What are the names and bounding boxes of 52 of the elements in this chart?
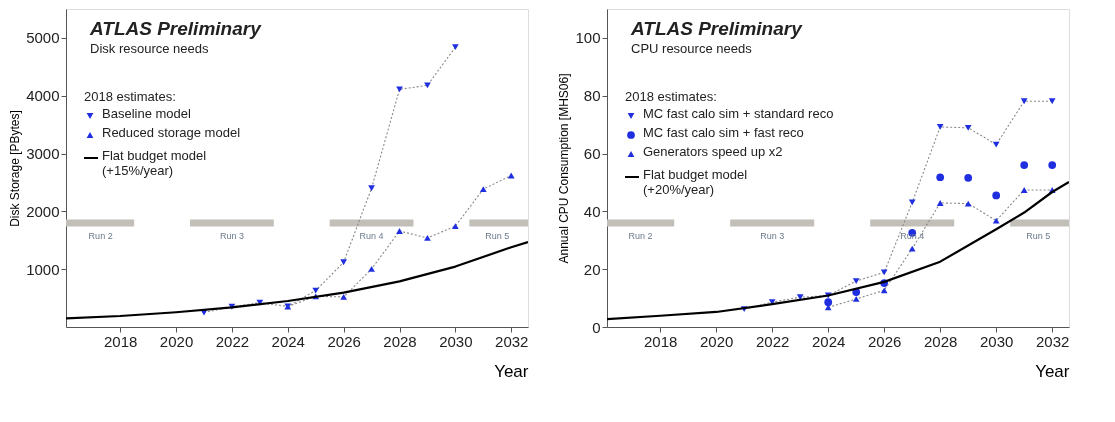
x-tick-label: 2026 [327,332,361,350]
y-tick-label: 60 [583,145,601,163]
y-tick-label: 100 [575,29,601,47]
x-tick-label: 2024 [812,332,846,350]
x-tick-label: 2022 [756,332,790,350]
legend-label: MC fast calo sim + fast reco [643,125,804,140]
y-axis-title: Annual CPU Consumption [MHS06] [557,73,572,264]
annotation: Run 4 [359,230,384,241]
y-tick-label: 5000 [26,29,60,47]
chart-title: ATLAS Preliminary [89,18,263,39]
x-tick-label: 2018 [644,332,678,350]
y-tick-label: 80 [583,87,601,105]
legend-title: 2018 estimates: [84,89,176,104]
annotation: Run 5 [1026,230,1051,241]
annotation: Run 5 [485,230,510,241]
y-tick-label: 3000 [26,145,60,163]
y-tick-label: 1000 [26,260,60,278]
x-axis-title: Year [494,361,529,381]
legend-label: MC fast calo sim + standard reco [643,106,834,121]
y-axis-title: Disk Storage [PBytes] [8,110,23,227]
x-tick-label: 2020 [700,332,734,350]
x-tick-label: 2018 [104,332,138,350]
x-tick-label: 2022 [215,332,250,350]
x-tick-label: 2030 [980,332,1014,350]
chart-title: ATLAS Preliminary [630,18,804,39]
y-tick-label: 20 [583,260,601,278]
legend-label: Generators speed up x2 [643,144,783,159]
x-tick-label: 2028 [924,332,958,350]
x-tick-label: 2030 [439,332,473,350]
y-tick-label: 4000 [26,87,60,105]
x-tick-label: 2026 [868,332,902,350]
x-axis-title: Year [1035,361,1070,381]
x-tick-label: 2028 [383,332,417,350]
annotation: Run 3 [760,230,785,241]
annotation: Run 2 [628,230,653,241]
y-tick-label: 2000 [26,202,60,220]
x-tick-label: 2024 [271,332,305,350]
x-tick-label: 2020 [159,332,194,350]
legend-label: Flat budget model (+20%/year) [643,167,748,197]
legend-label: Flat budget model (+15%/year) [102,148,207,178]
legend-label: Baseline model [102,106,191,121]
annotation: Run 3 [219,230,244,241]
x-tick-label: 2032 [495,332,529,350]
x-tick-label: 2032 [1036,332,1070,350]
text: Disk resource needs [90,41,209,56]
legend-label: Reduced storage model [102,125,241,140]
y-tick-label: 40 [583,202,601,220]
annotation: Run 4 [900,230,925,241]
y-tick-label: 0 [592,318,601,336]
legend-title: 2018 estimates: [625,89,717,104]
annotation: Run 2 [88,230,113,241]
text: CPU resource needs [631,41,753,56]
